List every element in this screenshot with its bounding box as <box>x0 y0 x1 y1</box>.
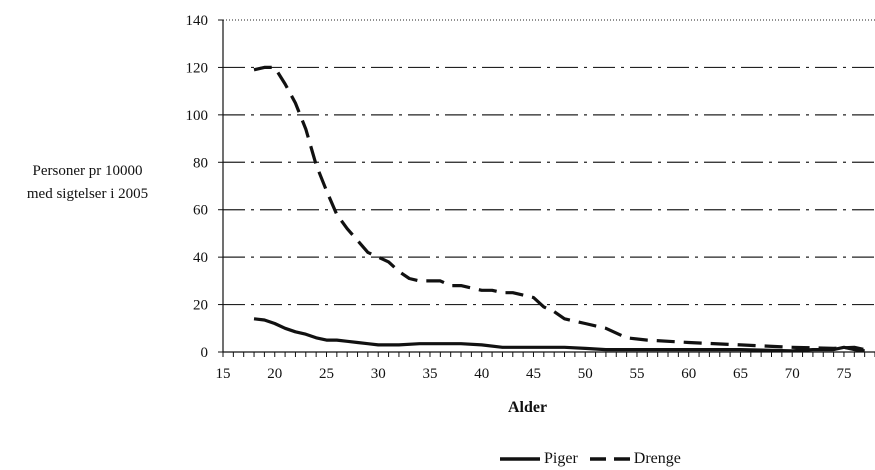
x-tick-label-75: 75 <box>836 366 851 382</box>
y-tick-label-100: 100 <box>186 108 209 124</box>
y-tick-label-40: 40 <box>193 250 208 266</box>
series-line-drenge <box>253 65 866 352</box>
y-axis-title: Personer pr 10000 med sigtelser i 2005 <box>0 160 175 206</box>
x-tick-label-25: 25 <box>319 366 334 382</box>
y-tick-label-120: 120 <box>186 60 209 76</box>
x-tick-label-45: 45 <box>526 366 541 382</box>
y-tick-label-80: 80 <box>193 155 208 171</box>
legend-label-piger: Piger <box>544 450 578 467</box>
x-tick-label-55: 55 <box>629 366 644 382</box>
x-tick-label-70: 70 <box>785 366 800 382</box>
series-lines <box>253 65 866 353</box>
x-tick-label-40: 40 <box>474 366 489 382</box>
y-axis-title-line1: Personer pr 10000 <box>32 163 143 179</box>
y-axis-title-line2: med sigtelser i 2005 <box>26 186 149 202</box>
y-tick-label-60: 60 <box>193 203 208 219</box>
tick-labels: 0 20 40 60 80 100 120 140 15 20 25 30 35 40 45 50 55 60 65… <box>186 13 852 382</box>
x-tick-label-20: 20 <box>267 366 282 382</box>
x-tick-label-60: 60 <box>681 366 696 382</box>
x-tick-label-15: 15 <box>216 366 231 382</box>
legend-label-drenge: Drenge <box>633 450 681 467</box>
x-tick-label-65: 65 <box>733 366 748 382</box>
x-tick-label-30: 30 <box>371 366 386 382</box>
y-tick-label-0: 0 <box>201 345 209 361</box>
legend-swatch-dashed <box>589 457 630 461</box>
x-tick-label-35: 35 <box>422 366 437 382</box>
series-line-piger <box>253 317 865 353</box>
legend: Piger Drenge <box>500 449 693 469</box>
legend-item-drenge: Drenge <box>589 450 681 468</box>
grid-lines <box>223 19 875 306</box>
y-tick-label-20: 20 <box>193 298 208 314</box>
axes <box>218 19 875 357</box>
x-tick-label-50: 50 <box>578 366 593 382</box>
y-tick-label-140: 140 <box>186 13 209 29</box>
x-axis-title: Alder <box>508 399 548 416</box>
legend-swatch-solid <box>500 457 540 461</box>
legend-item-piger: Piger <box>500 450 578 468</box>
